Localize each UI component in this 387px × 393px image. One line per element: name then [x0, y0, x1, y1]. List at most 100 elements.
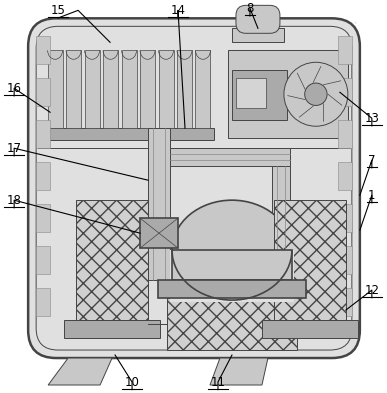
Point: [303, 71, 310, 77]
Point: [220, 77, 226, 83]
Point: [335, 287, 341, 294]
Point: [286, 220, 292, 226]
Point: [260, 254, 266, 261]
Point: [238, 180, 244, 186]
Point: [67, 309, 73, 316]
Bar: [262, 320, 358, 338]
Point: [165, 200, 171, 206]
Point: [89, 163, 96, 169]
Point: [49, 61, 55, 67]
Point: [265, 141, 271, 147]
Point: [325, 223, 331, 230]
Point: [42, 200, 48, 207]
Point: [245, 132, 252, 139]
Point: [161, 131, 167, 137]
Point: [283, 266, 289, 272]
Point: [94, 321, 100, 327]
Point: [53, 328, 60, 334]
Point: [167, 46, 173, 52]
Point: [323, 333, 329, 340]
Point: [52, 96, 58, 102]
Point: [113, 298, 119, 304]
Point: [134, 47, 140, 53]
Point: [180, 323, 186, 329]
Point: [169, 154, 175, 160]
Point: [288, 119, 294, 125]
Point: [236, 136, 243, 142]
Point: [44, 244, 50, 251]
Point: [107, 96, 113, 103]
Point: [96, 218, 103, 224]
Point: [288, 89, 294, 95]
Point: [290, 28, 296, 34]
Point: [98, 233, 104, 240]
Point: [229, 314, 236, 320]
Point: [284, 81, 291, 87]
Point: [119, 231, 125, 237]
Point: [286, 345, 293, 351]
Point: [160, 48, 166, 54]
Point: [36, 72, 42, 79]
Point: [139, 309, 146, 315]
Point: [342, 127, 349, 133]
Point: [311, 217, 317, 224]
Point: [107, 228, 113, 234]
Point: [265, 327, 271, 334]
Point: [260, 90, 266, 96]
Point: [195, 87, 201, 94]
Point: [121, 22, 127, 28]
Point: [197, 239, 203, 245]
Point: [209, 191, 215, 197]
Point: [87, 94, 93, 100]
Point: [262, 67, 268, 73]
Point: [79, 186, 85, 193]
Point: [155, 22, 161, 28]
Point: [319, 209, 325, 215]
Point: [162, 102, 168, 108]
Point: [345, 119, 351, 125]
Point: [271, 161, 277, 167]
Point: [284, 341, 290, 347]
Point: [281, 36, 287, 42]
Point: [261, 158, 267, 164]
Point: [311, 218, 317, 224]
Point: [107, 85, 113, 92]
Point: [86, 159, 92, 165]
Point: [279, 134, 285, 140]
Point: [255, 229, 261, 235]
Point: [306, 250, 312, 256]
Point: [309, 110, 315, 116]
Point: [192, 130, 198, 136]
Point: [166, 230, 172, 236]
Point: [236, 79, 243, 85]
Point: [147, 169, 153, 175]
Text: 15: 15: [51, 4, 65, 17]
Point: [301, 165, 308, 171]
Point: [33, 288, 39, 295]
Point: [310, 71, 316, 77]
Point: [115, 141, 121, 147]
Point: [142, 158, 148, 165]
Point: [55, 74, 62, 81]
Point: [178, 211, 184, 217]
Point: [264, 42, 271, 49]
Point: [69, 242, 75, 248]
Point: [101, 243, 108, 249]
Point: [318, 254, 324, 260]
Point: [287, 189, 293, 195]
Point: [337, 250, 343, 257]
Point: [69, 202, 75, 208]
Point: [315, 97, 321, 103]
Point: [81, 276, 87, 282]
Point: [103, 146, 110, 152]
Point: [213, 140, 219, 146]
Point: [263, 157, 269, 163]
Point: [161, 137, 168, 143]
Point: [220, 129, 226, 135]
Point: [209, 191, 215, 198]
Point: [86, 325, 92, 331]
Point: [243, 265, 250, 272]
Point: [158, 248, 164, 255]
Point: [277, 291, 283, 298]
Point: [231, 285, 238, 292]
